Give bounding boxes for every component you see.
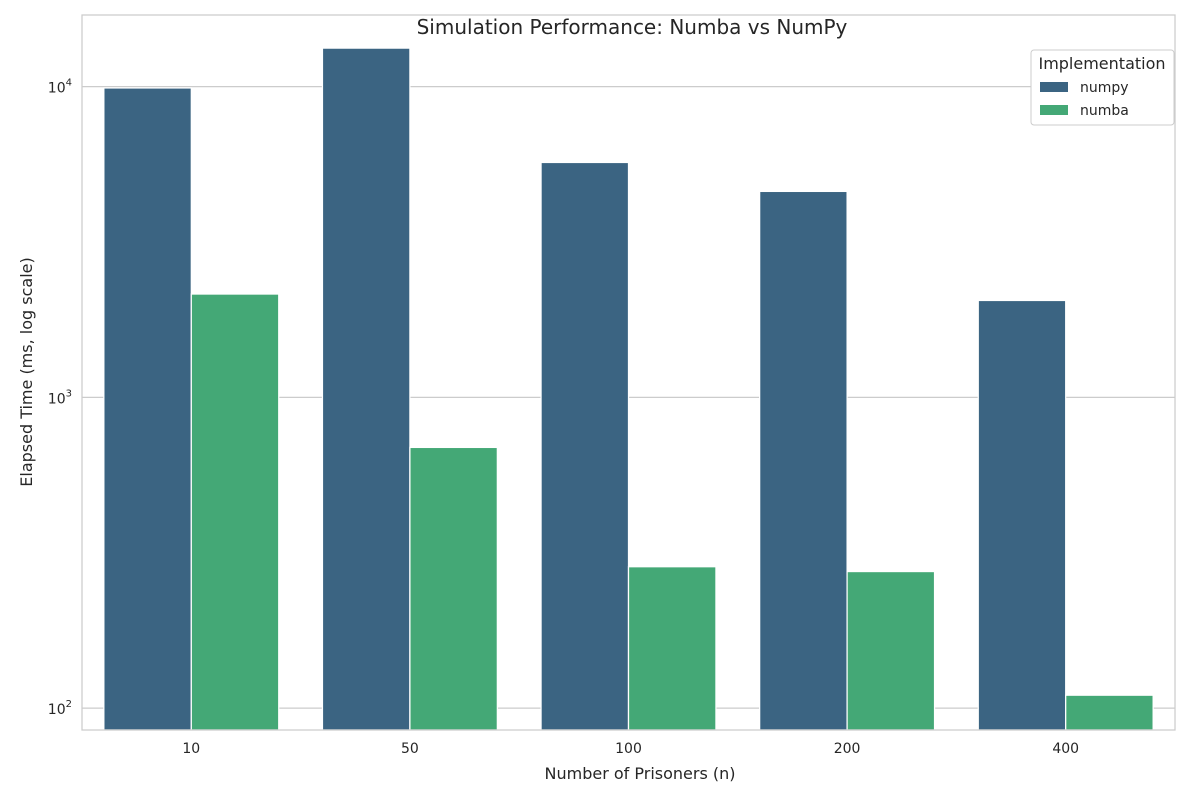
y-tick-exponent: 4 [66,78,72,89]
y-tick-base: 10 [48,81,66,97]
bar-numpy-10 [103,87,192,731]
plot-frame [81,14,1176,731]
bar-numba-10 [190,293,280,731]
x-tick-label: 400 [1052,741,1079,757]
legend-title: Implementation [1038,54,1165,73]
legend-label-numpy: numpy [1080,80,1129,96]
bar-numba-100 [627,566,717,731]
bar-numpy-100 [540,161,630,731]
x-tick-label: 50 [401,741,419,757]
legend-swatch-numba [1040,105,1068,115]
y-axis-label: Elapsed Time (ms, log scale) [17,257,36,486]
y-tick-label: 102 [48,699,72,718]
chart-title: Simulation Performance: Numba vs NumPy [417,15,848,39]
y-tick-label: 104 [48,78,72,97]
bar-numpy-50 [321,47,411,731]
x-tick-label: 200 [834,741,861,757]
bar-numpy-400 [977,299,1067,731]
y-tick-exponent: 2 [66,699,72,710]
bar-numba-400 [1065,694,1154,731]
x-tick-label: 10 [182,741,200,757]
y-tick-base: 10 [48,391,66,407]
x-tick-labels: 10 50 100 200 400 [182,741,1079,757]
legend-label-numba: numba [1080,103,1129,119]
bars [103,47,1154,731]
bar-numpy-200 [759,190,848,731]
y-tick-label: 103 [48,388,72,407]
bar-numba-50 [409,446,498,731]
legend-swatch-numpy [1040,82,1068,92]
y-tick-base: 10 [48,702,66,718]
x-tick-label: 100 [615,741,642,757]
y-tick-exponent: 3 [66,388,72,399]
x-axis-label: Number of Prisoners (n) [545,764,736,783]
bar-numba-200 [846,570,936,731]
legend: Implementation numpy numba [1030,49,1175,126]
